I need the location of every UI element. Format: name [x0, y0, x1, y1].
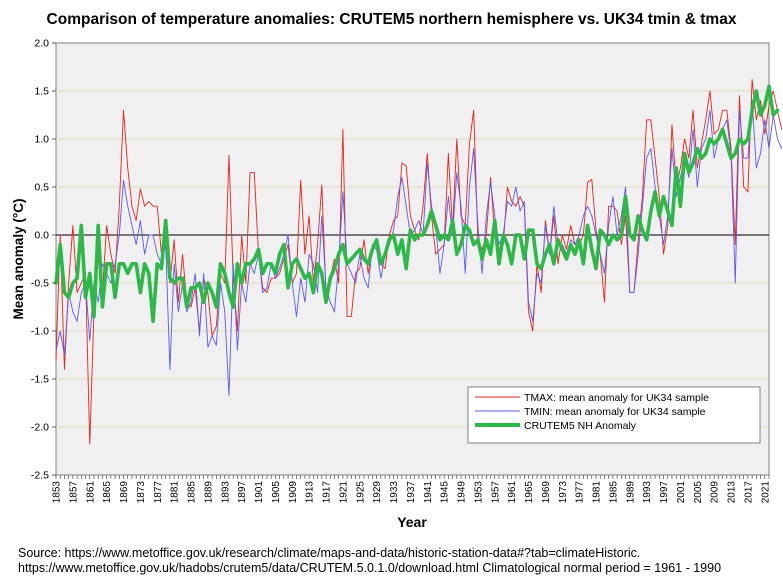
crutem5-series-line [54, 84, 780, 324]
x-tick-label: 1981 [592, 481, 603, 504]
x-tick-label: 1873 [136, 481, 147, 504]
x-tick-label: 2021 [760, 481, 771, 504]
x-tick-label: 1933 [389, 481, 400, 504]
x-tick-label: 2001 [676, 481, 687, 504]
crutem5-series [54, 84, 780, 324]
legend: TMAX: mean anomaly for UK34 sample TMIN:… [467, 386, 761, 444]
y-axis-label: Mean anomaly (°C) [11, 199, 26, 320]
x-tick-label: 1885 [187, 481, 198, 504]
source-note: Source: https://www.metoffice.gov.uk/res… [18, 546, 722, 575]
y-axis: 2.0 1.5 1.0 0.5 0.0 -0.5 -1.0 -1.5 -2.0 -2.5 [31, 38, 56, 482]
x-tick-label: 1905 [271, 481, 282, 504]
x-tick-label: 2009 [710, 481, 721, 504]
x-tick-label: 1913 [305, 481, 316, 504]
tmin-series-line [55, 100, 783, 396]
y-tick-label: -0.5 [31, 278, 49, 290]
x-tick-label: 1957 [490, 481, 501, 504]
x-tick-label: 1985 [608, 481, 619, 504]
x-tick-label: 1929 [372, 481, 383, 504]
y-tick-label: 0.5 [34, 182, 49, 194]
x-tick-label: 1897 [237, 481, 248, 504]
y-tick-label: 1.0 [34, 134, 49, 146]
y-tick-label: -2.0 [31, 422, 49, 434]
x-tick-label: 2013 [727, 481, 738, 504]
x-tick-label: 1917 [322, 481, 333, 504]
x-tick-label: 1865 [102, 481, 113, 504]
x-tick-label: 1973 [558, 481, 569, 504]
x-tick-label: 1953 [473, 481, 484, 504]
x-tick-label: 1961 [507, 481, 518, 504]
legend-tmin-label: TMIN: mean anomaly for UK34 sample [524, 406, 706, 418]
x-tick-label: 1881 [170, 481, 181, 504]
legend-crutem-label: CRUTEM5 NH Anomaly [524, 420, 637, 432]
tmin-series [55, 100, 783, 396]
x-tick-label: 1857 [68, 481, 79, 504]
x-tick-label: 1969 [541, 481, 552, 504]
x-tick-label: 1889 [203, 481, 214, 504]
y-tick-label: -1.5 [31, 374, 49, 386]
x-axis-label: Year [397, 514, 427, 530]
x-tick-label: 1977 [575, 481, 586, 504]
x-tick-label: 1893 [220, 481, 231, 504]
x-tick-label: 1909 [288, 481, 299, 504]
chart-title: Comparison of temperature anomalies: CRU… [46, 11, 737, 28]
x-tick-label: 2017 [743, 481, 754, 504]
x-tick-label: 1997 [659, 481, 670, 504]
x-tick-label: 1993 [642, 481, 653, 504]
y-tick-label: 0.0 [34, 230, 49, 242]
x-tick-label: 1965 [524, 481, 535, 504]
x-tick-label: 1861 [85, 481, 96, 504]
x-tick-label: 1945 [440, 481, 451, 504]
x-tick-label: 1925 [355, 481, 366, 504]
x-tick-label: 1869 [119, 481, 130, 504]
x-tick-label: 2005 [693, 481, 704, 504]
x-tick-label: 1877 [153, 481, 164, 504]
x-tick-label: 1941 [423, 481, 434, 504]
legend-tmax-label: TMAX: mean anomaly for UK34 sample [524, 392, 709, 404]
y-tick-label: 1.5 [34, 86, 49, 98]
x-tick-label: 1853 [52, 481, 63, 504]
legend-box [467, 386, 761, 444]
series-layer [54, 79, 783, 445]
x-tick-label: 1949 [457, 481, 468, 504]
x-tick-label: 1901 [254, 481, 265, 504]
y-tick-label: -1.0 [31, 326, 49, 338]
x-tick-label: 1989 [625, 481, 636, 504]
x-tick-label: 1921 [338, 481, 349, 504]
y-tick-label: 2.0 [34, 38, 49, 50]
x-axis: 1853 1857 1861 1865 1869 1873 1877 1881 1885 1889… [52, 475, 771, 504]
x-tick-label: 1937 [406, 481, 417, 504]
y-tick-label: -2.5 [31, 470, 49, 482]
chart-svg: 2.0 1.5 1.0 0.5 0.0 -0.5 -1.0 -1.5 -2.0 -2.5 1853… [11, 38, 783, 530]
